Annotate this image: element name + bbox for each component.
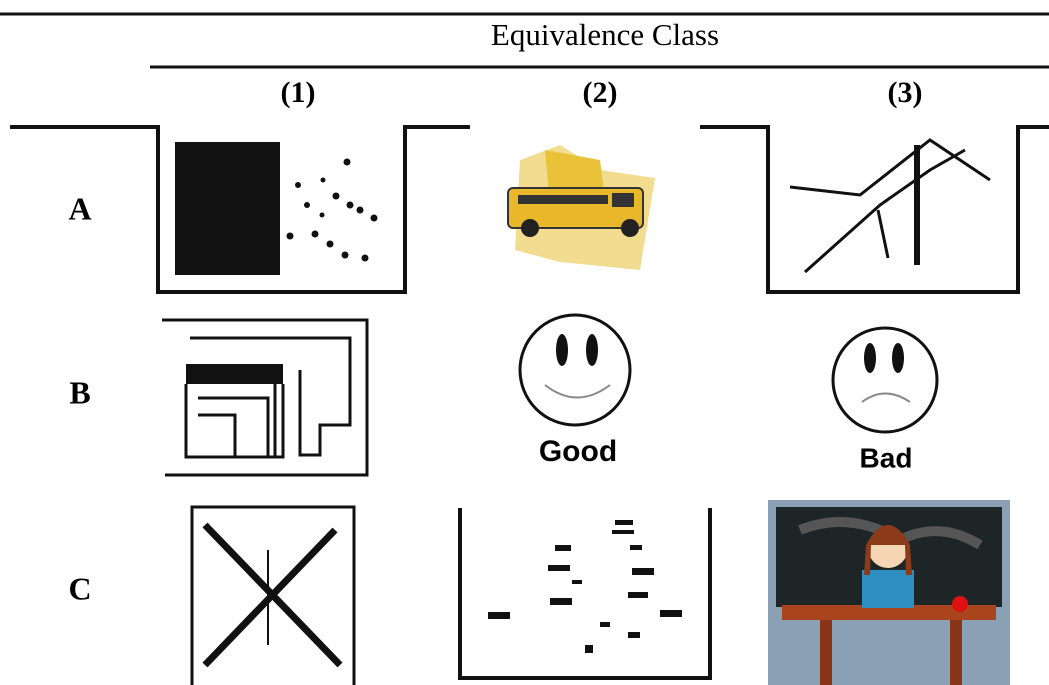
stimulus-a3: [700, 127, 1049, 292]
row-label: B: [69, 374, 90, 410]
column-header: (1): [281, 76, 316, 109]
column-header: (3): [888, 76, 923, 109]
stimulus-a2: [508, 145, 655, 270]
stimulus-c1: [192, 507, 354, 685]
caption: Bad: [860, 442, 913, 473]
figure: Equivalence Class (1) (2) (3) A B C: [0, 0, 1049, 685]
caption: Good: [539, 435, 617, 468]
stimulus-b3: [833, 328, 937, 432]
stimulus-b2: [520, 315, 630, 425]
row-label: C: [68, 570, 91, 606]
stimulus-c3: [768, 500, 1010, 685]
header-title: Equivalence Class: [491, 17, 719, 52]
stimulus-b1: [162, 320, 367, 475]
column-header: (2): [583, 76, 618, 109]
stimulus-c2: [460, 508, 710, 678]
row-label: A: [68, 190, 91, 226]
